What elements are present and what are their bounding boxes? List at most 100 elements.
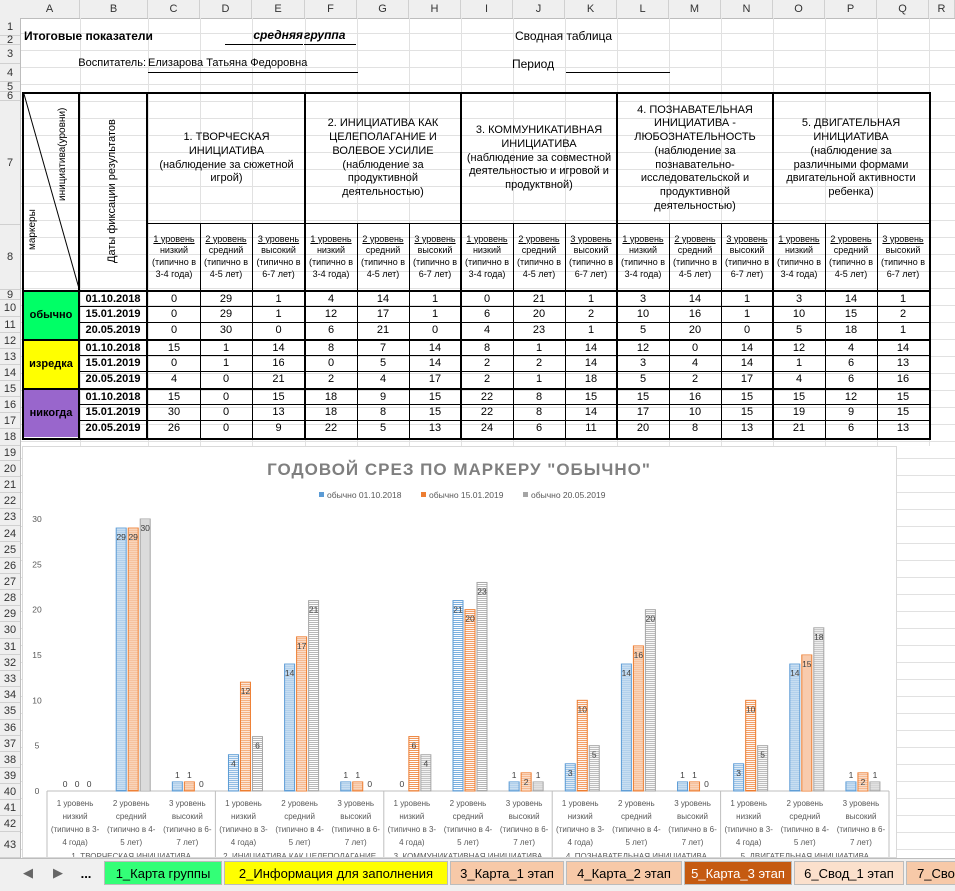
value-cell[interactable]: 15 [896,390,910,403]
value-cell[interactable]: 15 [272,390,285,403]
value-cell[interactable]: 12 [792,341,806,354]
row-header[interactable]: 34 [0,687,20,703]
value-cell[interactable]: 0 [222,405,230,418]
corner-bottom-label[interactable]: маркеры [26,209,38,251]
value-cell[interactable]: 5 [379,356,387,369]
value-cell[interactable]: 14 [740,356,754,369]
row-header[interactable]: 36 [0,720,20,736]
dates-header[interactable]: Даты фиксации результатов [106,119,119,263]
value-cell[interactable]: 0 [743,323,751,336]
row-header[interactable]: 6 [0,90,20,102]
row-header[interactable]: 28 [0,590,20,606]
column-header[interactable]: L [617,0,669,18]
sheet-tab[interactable]: 7_Сво [906,861,955,885]
row-header[interactable]: 5 [0,81,20,93]
level-header[interactable]: 3 уровень высокий (типично в 6-7 лет) [410,226,460,288]
value-cell[interactable]: 1 [222,356,230,369]
value-cell[interactable]: 15 [792,390,806,403]
value-cell[interactable]: 5 [379,421,387,434]
value-cell[interactable]: 29 [219,292,233,305]
value-cell[interactable]: 9 [379,390,387,403]
level-header[interactable]: 1 уровень низкий (типично в 3-4 года) [774,226,824,288]
initiative-group-header[interactable]: 4. ПОЗНАВАТЕЛЬНАЯ ИНИЦИАТИВА - ЛЮБОЗНАТЕ… [634,103,756,212]
value-cell[interactable]: 11 [585,421,597,434]
initiative-group-header[interactable]: 1. ТВОРЧЕСКАЯ ИНИЦИАТИВА (наблюдение за … [159,131,294,185]
row-header[interactable]: 22 [0,493,20,509]
value-cell[interactable]: 18 [584,372,598,385]
value-cell[interactable]: 15 [167,390,181,403]
value-cell[interactable]: 12 [636,341,650,354]
value-cell[interactable]: 2 [327,372,335,385]
row-header[interactable]: 9 [0,289,20,301]
value-cell[interactable]: 2 [483,356,491,369]
teacher-label[interactable]: Воспитатель: [78,57,146,70]
value-cell[interactable]: 8 [483,341,491,354]
row-header[interactable]: 27 [0,574,20,590]
value-cell[interactable]: 14 [584,341,598,354]
value-cell[interactable]: 30 [167,405,181,418]
row-header[interactable]: 14 [0,365,20,381]
value-cell[interactable]: 14 [272,341,285,354]
value-cell[interactable]: 12 [324,307,338,320]
sheet-tab[interactable]: 5_Карта_3 этап [684,861,792,885]
marker-label[interactable]: изредка [24,341,78,388]
value-cell[interactable]: 0 [170,307,178,320]
value-cell[interactable]: 13 [272,405,285,418]
date-cell[interactable]: 01.10.2018 [85,292,141,305]
tab-more[interactable]: ... [80,865,92,881]
value-cell[interactable]: 22 [480,405,494,418]
value-cell[interactable]: 0 [483,292,491,305]
value-cell[interactable]: 0 [222,372,230,385]
value-cell[interactable]: 3 [795,292,803,305]
row-header[interactable]: 35 [0,703,20,720]
row-header[interactable]: 43 [0,832,20,858]
value-cell[interactable]: 0 [691,341,699,354]
value-cell[interactable]: 17 [636,405,650,418]
value-cell[interactable]: 4 [170,372,178,385]
row-header[interactable]: 17 [0,413,20,429]
column-header[interactable]: R [929,0,955,18]
value-cell[interactable]: 1 [275,292,282,305]
value-cell[interactable]: 17 [740,372,754,385]
value-cell[interactable]: 19 [792,405,806,418]
value-cell[interactable]: 4 [483,323,491,336]
teacher-name[interactable]: Елизарова Татьяна Федоровна [148,55,358,73]
value-cell[interactable]: 2 [535,356,543,369]
value-cell[interactable]: 2 [587,307,595,320]
value-cell[interactable]: 1 [587,292,595,305]
column-header[interactable]: A [20,0,80,18]
date-cell[interactable]: 01.10.2018 [85,390,141,403]
value-cell[interactable]: 13 [740,421,754,434]
row-header[interactable]: 4 [0,64,20,82]
value-cell[interactable]: 18 [844,323,858,336]
row-header[interactable]: 11 [0,317,20,333]
sheet-tab[interactable]: 2_Информация для заполнения [224,861,448,885]
value-cell[interactable]: 0 [170,356,178,369]
tab-scroll-left-icon[interactable]: ◀ [23,865,33,880]
row-header[interactable]: 2 [0,34,20,46]
value-cell[interactable]: 20 [688,323,702,336]
row-header[interactable]: 20 [0,461,20,477]
value-cell[interactable]: 23 [532,323,546,336]
value-cell[interactable]: 0 [170,292,178,305]
row-header[interactable]: 25 [0,542,20,558]
value-cell[interactable]: 1 [431,292,439,305]
row-header[interactable]: 24 [0,526,20,542]
row-header[interactable]: 7 [0,101,20,225]
row-header[interactable]: 19 [0,446,20,461]
row-header[interactable]: 8 [0,225,20,290]
level-header[interactable]: 1 уровень низкий (типично в 3-4 года) [618,226,668,288]
date-cell[interactable]: 15.01.2019 [85,307,141,320]
value-cell[interactable]: 9 [847,405,855,418]
value-cell[interactable]: 7 [379,341,387,354]
value-cell[interactable]: 14 [584,356,598,369]
value-cell[interactable]: 14 [376,292,390,305]
value-cell[interactable]: 6 [535,421,543,434]
row-header[interactable]: 1 [0,18,20,36]
value-cell[interactable]: 1 [222,341,230,354]
value-cell[interactable]: 24 [480,421,494,434]
row-header[interactable]: 26 [0,558,20,574]
level-header[interactable]: 1 уровень низкий (типично в 3-4 года) [462,226,512,288]
column-header[interactable]: M [669,0,721,18]
column-header[interactable]: C [148,0,200,18]
